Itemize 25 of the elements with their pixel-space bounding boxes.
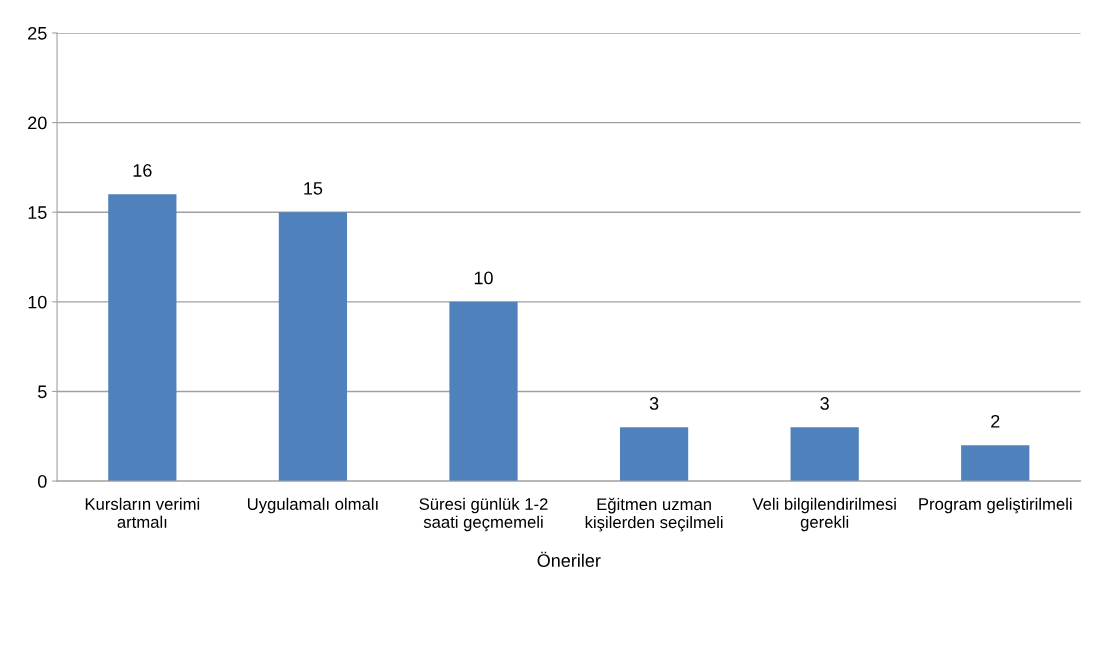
x-tick-label: Kursların verimi artmalı — [85, 497, 200, 528]
bar — [108, 194, 177, 482]
data-label: 2 — [991, 414, 1000, 428]
bar — [790, 427, 859, 482]
x-axis-title: Öneriler — [537, 551, 601, 567]
y-tick-label: 15 — [28, 206, 47, 219]
x-tick-label: Veli bilgilendirilmesi gerekli — [752, 497, 896, 532]
x-tick-label: Uygulamalı olmalı — [247, 497, 378, 514]
data-label: 3 — [820, 397, 829, 410]
data-label: 16 — [133, 164, 152, 177]
data-label: 15 — [304, 182, 323, 195]
x-tick-label: Eğitmen uzman kişilerden seçilmeli — [585, 497, 723, 532]
bar — [278, 212, 348, 482]
y-tick-label: 10 — [28, 295, 47, 309]
y-tick-label: 5 — [38, 385, 47, 399]
bar — [961, 445, 1030, 482]
y-tick-label: 0 — [37, 475, 47, 488]
y-tick-label: 20 — [28, 116, 47, 130]
bar — [619, 427, 689, 482]
bar — [449, 301, 518, 482]
y-tick-label: 25 — [28, 26, 47, 40]
data-label: 10 — [474, 271, 493, 285]
data-label: 3 — [649, 397, 659, 410]
x-tick-label: Süresi günlük 1-2 saati geçmemeli — [419, 497, 548, 532]
x-tick-label: Program geliştirilmeli — [919, 497, 1072, 514]
